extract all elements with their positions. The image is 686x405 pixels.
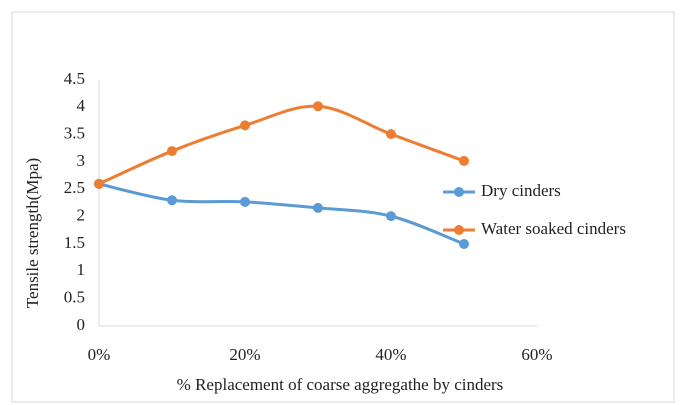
data-point bbox=[459, 239, 469, 249]
y-axis-label: Tensile strength(Mpa) bbox=[23, 158, 42, 308]
y-tick-label: 1.5 bbox=[64, 233, 85, 252]
y-tick-label: 3.5 bbox=[64, 124, 85, 143]
chart-border bbox=[11, 11, 675, 403]
legend-label: Water soaked cinders bbox=[481, 219, 626, 238]
data-point bbox=[94, 178, 104, 189]
x-tick-label: 60% bbox=[521, 345, 552, 364]
data-point bbox=[313, 101, 323, 112]
y-tick-label: 0 bbox=[77, 315, 86, 334]
data-point bbox=[386, 129, 396, 140]
y-tick-label: 4.5 bbox=[64, 69, 85, 88]
legend-marker bbox=[454, 187, 464, 197]
data-point bbox=[167, 195, 177, 206]
y-tick-label: 2 bbox=[77, 206, 86, 225]
y-tick-label: 2.5 bbox=[64, 178, 85, 197]
x-tick-label: 0% bbox=[88, 345, 111, 364]
series-line bbox=[98, 182, 465, 246]
y-tick-label: 0.5 bbox=[64, 288, 85, 307]
data-point bbox=[240, 120, 250, 131]
y-tick-label: 1 bbox=[77, 260, 86, 279]
x-axis-label: % Replacement of coarse aggregathe by ci… bbox=[177, 375, 504, 394]
legend-marker bbox=[454, 225, 464, 235]
x-tick-label: 40% bbox=[375, 345, 406, 364]
data-point bbox=[459, 155, 469, 166]
x-tick-label: 20% bbox=[229, 345, 260, 364]
data-point bbox=[313, 202, 323, 213]
series-line bbox=[98, 104, 465, 186]
y-tick-label: 3 bbox=[77, 151, 86, 170]
data-point bbox=[240, 196, 250, 207]
y-tick-label: 4 bbox=[77, 96, 86, 115]
legend-label: Dry cinders bbox=[481, 181, 561, 200]
data-point bbox=[167, 146, 177, 157]
data-point bbox=[386, 211, 396, 222]
